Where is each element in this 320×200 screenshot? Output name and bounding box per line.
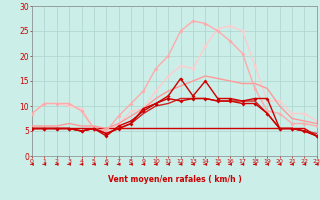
X-axis label: Vent moyen/en rafales ( km/h ): Vent moyen/en rafales ( km/h ) [108,175,241,184]
